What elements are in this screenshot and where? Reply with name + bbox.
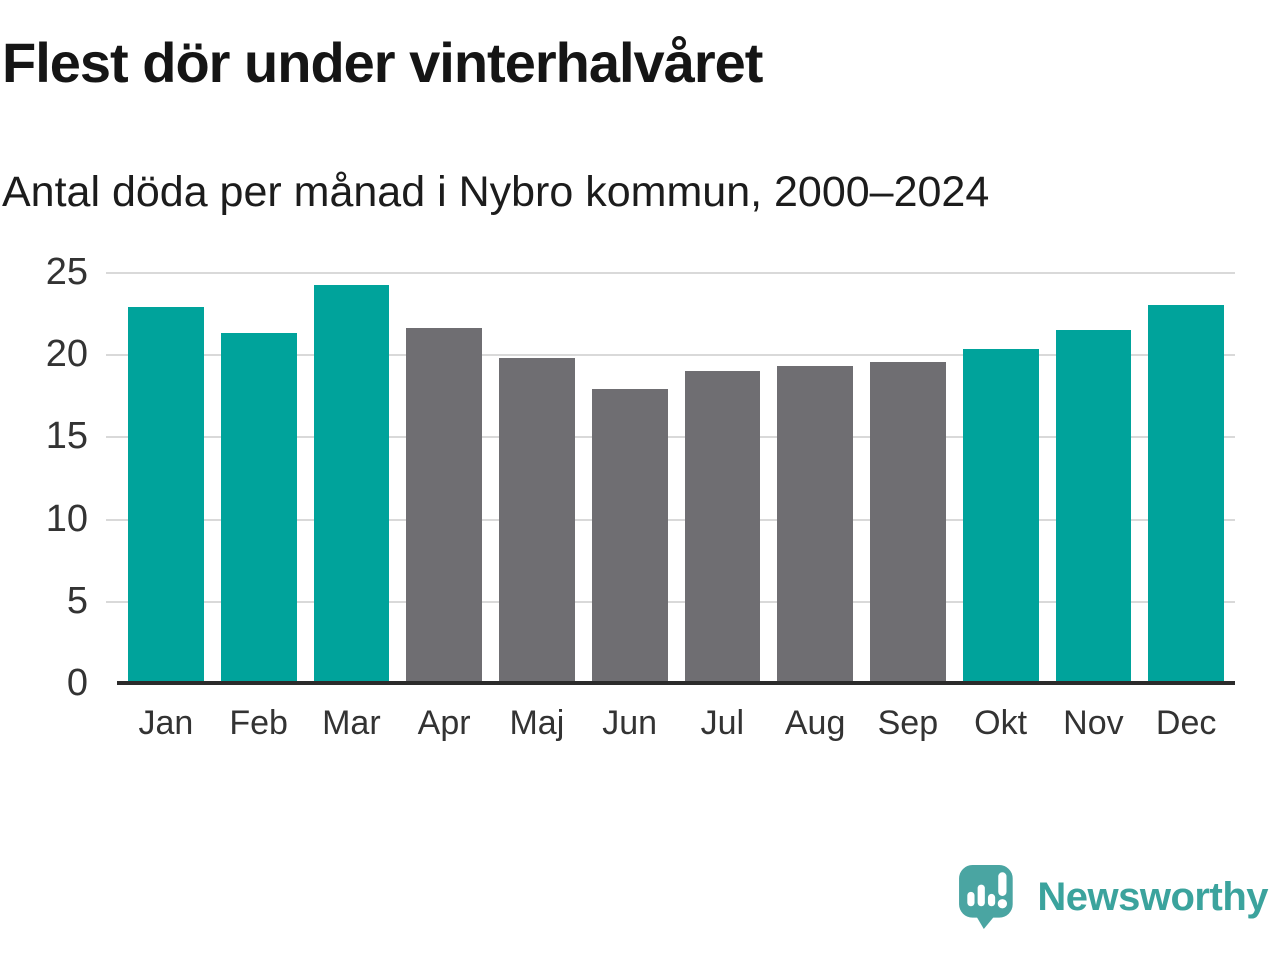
bar-band-jan: Jan [128, 272, 204, 749]
bar-aug [777, 365, 853, 683]
x-axis-baseline [117, 681, 1235, 685]
bar-band-okt: Okt [962, 272, 1039, 749]
x-tick-label-dec: Dec [1155, 703, 1217, 742]
plot-area [106, 272, 1235, 685]
gridline-5 [106, 600, 1235, 603]
bar-okt [962, 349, 1039, 683]
page-subtitle: Antal döda per månad i Nybro kommun, 200… [2, 168, 990, 216]
gridline-15 [106, 436, 1235, 439]
x-tick-label-apr: Apr [417, 703, 471, 742]
newsworthy-logo[interactable]: Newsworthy [957, 864, 1268, 930]
bar-sep [870, 362, 946, 683]
bar-jul [684, 370, 761, 683]
bar-band-sep: Sep [870, 272, 946, 749]
x-tick-label-nov: Nov [1063, 703, 1124, 742]
gridline-20 [106, 354, 1235, 357]
x-tick-label-jun: Jun [602, 703, 658, 742]
bar-apr [406, 327, 482, 683]
y-tick-label-20: 20 [45, 333, 88, 376]
bar-band-nov: Nov [1055, 272, 1132, 749]
bar-feb [220, 332, 297, 683]
x-tick-label-aug: Aug [784, 703, 846, 742]
bar-band-dec: Dec [1148, 272, 1224, 749]
bar-nov [1055, 329, 1132, 683]
gridline-10 [106, 518, 1235, 521]
gridline-25 [106, 272, 1235, 274]
y-tick-label-25: 25 [45, 251, 88, 293]
x-tick-label-jul: Jul [700, 703, 745, 742]
x-tick-label-maj: Maj [509, 703, 565, 742]
bar-band-aug: Aug [777, 272, 853, 749]
bar-dec [1148, 304, 1224, 683]
bar-band-jul: Jul [684, 272, 761, 749]
bar-jan [128, 306, 204, 683]
bar-maj [499, 357, 575, 683]
y-tick-label-5: 5 [66, 579, 88, 622]
y-tick-label-10: 10 [45, 497, 88, 540]
newsworthy-logo-text: Newsworthy [1037, 874, 1268, 919]
newsworthy-logo-icon [959, 865, 1014, 929]
bar-band-maj: Maj [499, 272, 575, 749]
bar-band-apr: Apr [406, 272, 482, 749]
x-tick-label-okt: Okt [974, 703, 1028, 742]
x-tick-label-jan: Jan [138, 703, 194, 742]
y-tick-label-15: 15 [45, 415, 88, 458]
x-tick-label-feb: Feb [229, 703, 288, 742]
bar-band-mar: Mar [313, 272, 390, 749]
bar-band-jun: Jun [591, 272, 668, 749]
x-tick-label-mar: Mar [322, 703, 381, 742]
bar-series: Jan Feb Mar Apr Maj Jun Jul Aug Sep Okt Nov Dec [106, 272, 1235, 749]
page-title: Flest dör under vinterhalvåret [2, 31, 763, 94]
bar-band-feb: Feb [220, 272, 297, 749]
y-tick-label-0: 0 [66, 662, 88, 704]
y-axis: 0 5 10 15 20 25 [0, 251, 88, 704]
bar-mar [313, 285, 390, 683]
bar-jun [591, 388, 668, 683]
x-tick-label-sep: Sep [877, 703, 939, 742]
